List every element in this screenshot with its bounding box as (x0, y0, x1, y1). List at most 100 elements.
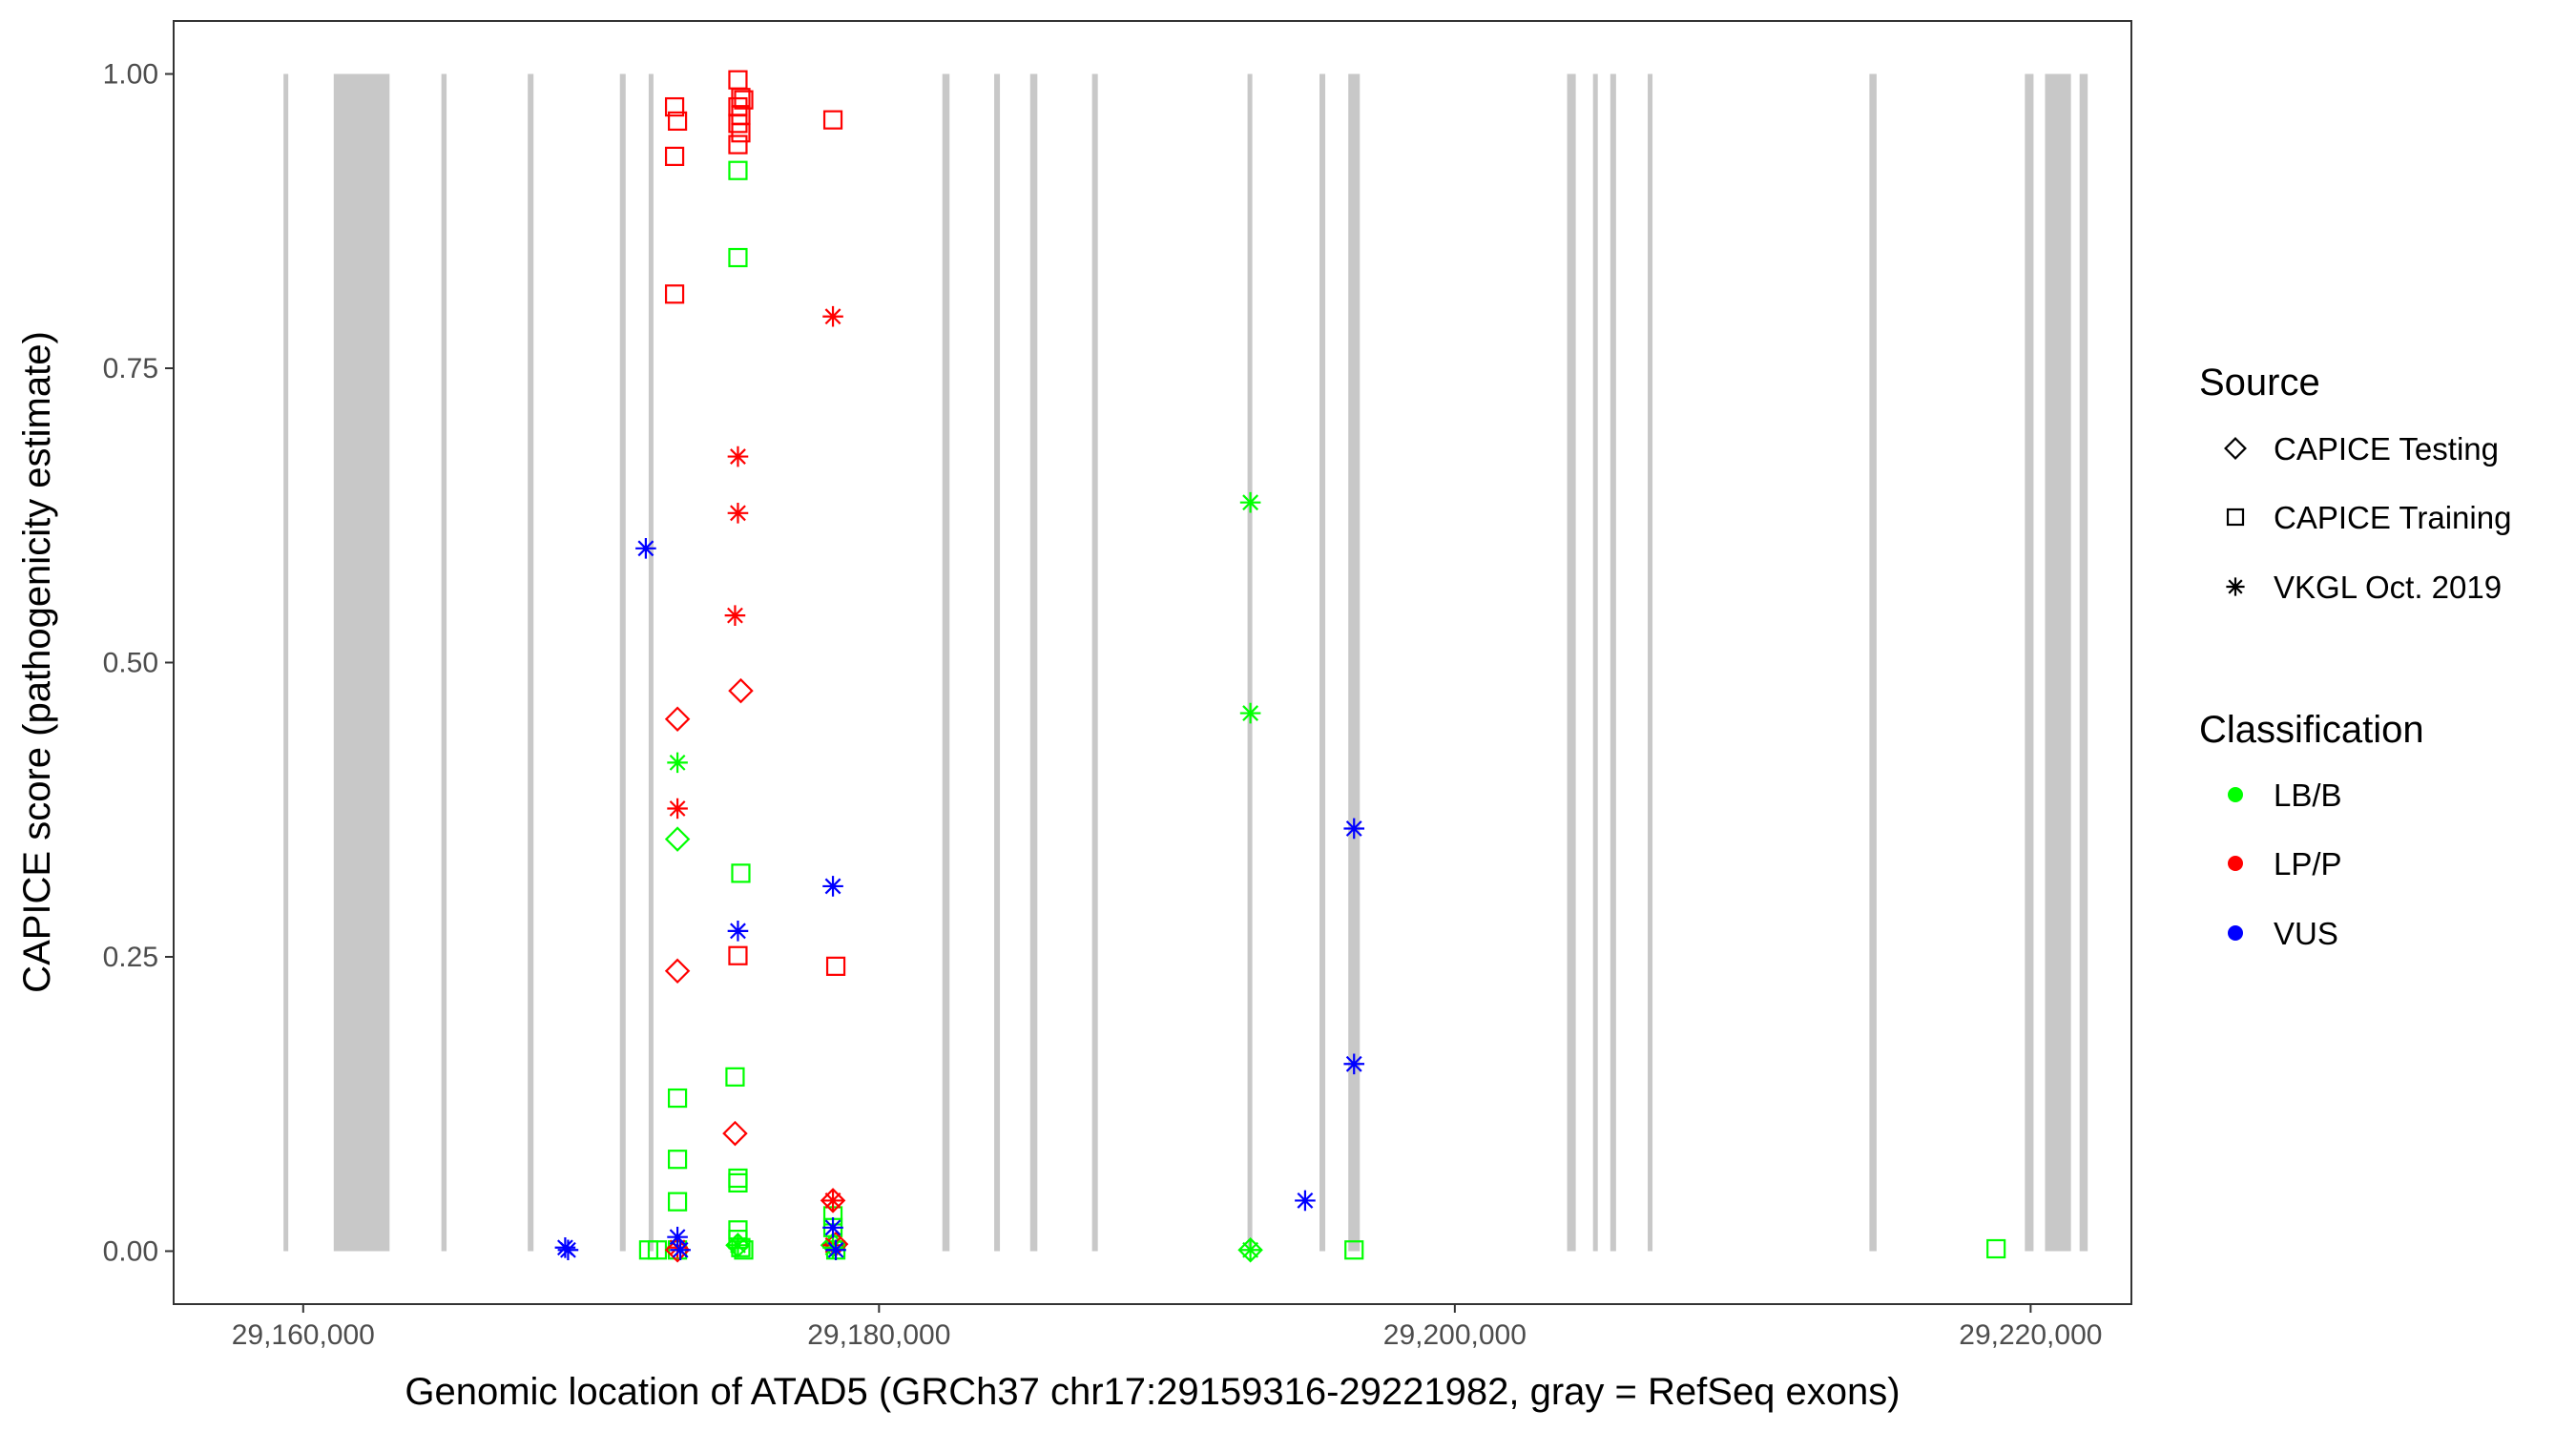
data-point (1239, 491, 1261, 513)
y-axis-title: CAPICE score (pathogenicity estimate) (16, 331, 58, 993)
legend-class-key (2228, 856, 2243, 871)
data-point (664, 146, 685, 167)
data-point (664, 826, 691, 852)
data-point (822, 1216, 843, 1238)
data-point (731, 123, 751, 143)
data-point (728, 247, 748, 268)
x-axis: 29,160,000 29,180,000 29,200,000 29,220,000 (232, 1304, 2102, 1351)
exon-band (1610, 73, 1616, 1252)
exon-band (1648, 73, 1653, 1252)
exon-band (1029, 73, 1038, 1252)
data-point (825, 956, 846, 976)
data-point (822, 110, 843, 130)
legend-class-label: VUS (2274, 916, 2338, 951)
data-points (554, 70, 2006, 1263)
legend-source-key (2224, 437, 2247, 460)
data-point (734, 90, 754, 110)
data-point (664, 958, 691, 985)
legend-source-key (2226, 508, 2245, 527)
data-point (667, 111, 688, 131)
legend-source-key (2226, 577, 2245, 596)
y-tick-label: 0.50 (103, 648, 158, 679)
exon-band (1869, 73, 1877, 1252)
exon-band (441, 73, 447, 1252)
exon-bands (283, 73, 2088, 1252)
exon-band (1247, 73, 1253, 1252)
legend-source-label: CAPICE Training (2274, 500, 2511, 535)
data-point (728, 945, 748, 965)
y-tick-label: 0.25 (103, 942, 158, 973)
data-point (1239, 702, 1261, 724)
x-tick-label: 29,180,000 (807, 1319, 950, 1351)
data-point (727, 1234, 749, 1256)
data-point (727, 921, 749, 942)
y-tick-label: 0.75 (103, 353, 158, 384)
legend: Source CAPICE Testing CAPICE Training VKGL … (2199, 362, 2511, 951)
y-tick-label: 1.00 (103, 59, 158, 91)
legend-class-label: LB/B (2274, 778, 2342, 813)
exon-band (333, 73, 390, 1252)
data-point (731, 863, 751, 883)
exon-band (2025, 73, 2034, 1252)
data-point (820, 1188, 846, 1213)
exon-band (619, 73, 626, 1252)
data-point (670, 1239, 691, 1261)
data-point (664, 96, 685, 117)
data-point (667, 752, 688, 774)
x-tick-label: 29,220,000 (1959, 1319, 2102, 1351)
exon-band (1567, 73, 1576, 1252)
y-axis: 0.00 0.25 0.50 0.75 1.00 (103, 59, 174, 1267)
data-point (1986, 1238, 2006, 1259)
data-point (825, 1239, 846, 1261)
exon-band (994, 73, 1001, 1252)
y-tick-label: 0.00 (103, 1235, 158, 1267)
legend-class-key (2228, 925, 2243, 941)
exon-band (1091, 73, 1098, 1252)
exon-band (1592, 73, 1598, 1252)
data-point (727, 502, 749, 524)
x-axis-title: Genomic location of ATAD5 (GRCh37 chr17:… (405, 1371, 1900, 1413)
data-point (557, 1239, 579, 1261)
x-tick-label: 29,160,000 (232, 1319, 375, 1351)
exon-band (1348, 73, 1361, 1252)
data-point (1344, 1240, 1364, 1260)
x-tick-label: 29,200,000 (1383, 1319, 1527, 1351)
data-point (664, 706, 691, 732)
data-point (731, 1237, 751, 1257)
legend-class-label: LP/P (2274, 846, 2342, 881)
data-point (1239, 1239, 1261, 1261)
legend-class-key (2228, 787, 2243, 802)
data-point (722, 1120, 748, 1147)
data-point (635, 538, 656, 559)
data-point (664, 284, 685, 304)
data-point (822, 305, 843, 327)
exon-band (2079, 73, 2088, 1252)
legend-source-title: Source (2199, 362, 2320, 404)
legend-source-label: CAPICE Testing (2274, 431, 2499, 467)
exon-band (942, 73, 950, 1252)
data-point (822, 876, 843, 897)
data-point (727, 446, 749, 467)
data-point (667, 1226, 688, 1248)
data-point (667, 1088, 688, 1109)
data-point (728, 677, 754, 704)
data-point (725, 1233, 751, 1258)
exon-band (648, 73, 654, 1252)
data-point (725, 1067, 745, 1087)
data-point (734, 1240, 754, 1260)
data-point (728, 135, 748, 155)
legend-source-label: VKGL Oct. 2019 (2274, 570, 2502, 605)
data-point (724, 605, 746, 626)
data-point (667, 1150, 688, 1170)
exon-band (2045, 73, 2071, 1252)
data-point (667, 798, 688, 819)
exon-band (1319, 73, 1326, 1252)
exon-band (528, 73, 534, 1252)
data-point (1295, 1190, 1316, 1212)
data-point (1343, 818, 1365, 840)
legend-class-title: Classification (2199, 709, 2424, 751)
data-point (1237, 1236, 1263, 1263)
data-point (822, 1190, 843, 1212)
